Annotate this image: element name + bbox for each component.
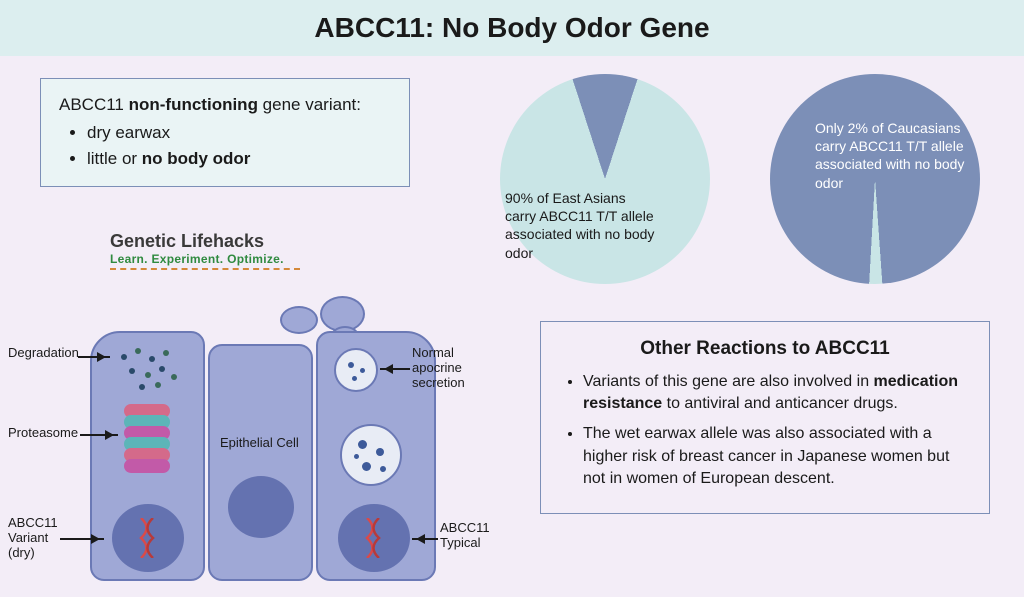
text: ABCC11	[59, 95, 129, 114]
vesicle-blob	[280, 306, 318, 334]
text: little or	[87, 149, 142, 168]
pie-east-asian: 90% of East Asians carry ABCC11 T/T alle…	[500, 74, 710, 284]
arrow-icon	[60, 538, 104, 540]
other-reactions-box: Other Reactions to ABCC11 Variants of th…	[540, 321, 990, 514]
brand-divider	[110, 268, 300, 270]
text: to antiviral and anticancer drugs.	[662, 395, 898, 412]
arrow-icon	[380, 368, 410, 370]
epithelial-cell-middle	[208, 344, 313, 581]
cell-diagram: Degradation Proteasome ABCC11 Variant (d…	[20, 276, 480, 586]
text: Variants of this gene are also involved …	[583, 373, 874, 390]
label-typical: ABCC11 Typical	[440, 521, 490, 551]
box-heading: Other Reactions to ABCC11	[559, 336, 971, 363]
variant-summary-box: ABCC11 non-functioning gene variant: dry…	[40, 78, 410, 187]
label-variant: ABCC11 Variant (dry)	[8, 516, 58, 561]
text-bold: non-functioning	[129, 95, 258, 114]
arrow-icon	[412, 538, 438, 540]
text-bold: no body odor	[142, 149, 251, 168]
secretion-vesicle	[334, 348, 378, 392]
pie-label: Only 2% of Caucasians carry ABCC11 T/T a…	[815, 119, 965, 192]
brand-tagline: Learn. Experiment. Optimize.	[110, 252, 300, 266]
text: dry earwax	[87, 123, 170, 142]
pie-caucasian: Only 2% of Caucasians carry ABCC11 T/T a…	[770, 74, 980, 284]
proteasome-icon	[124, 404, 170, 470]
degradation-particles	[115, 344, 185, 394]
dna-icon	[138, 518, 156, 558]
list-item: little or no body odor	[87, 147, 391, 171]
variant-intro: ABCC11 non-functioning gene variant:	[59, 93, 391, 117]
dna-icon	[364, 518, 382, 558]
list-item: Variants of this gene are also involved …	[583, 371, 971, 416]
label-epithelial: Epithelial Cell	[220, 436, 299, 451]
label-degradation: Degradation	[8, 346, 79, 361]
secretion-vesicle	[340, 424, 402, 486]
arrow-icon	[80, 434, 118, 436]
list-item: The wet earwax allele was also associate…	[583, 423, 971, 490]
reactions-list: Variants of this gene are also involved …	[559, 371, 971, 491]
brand-name: Genetic Lifehacks	[110, 231, 300, 252]
text: gene variant:	[258, 95, 361, 114]
content-area: ABCC11 non-functioning gene variant: dry…	[0, 56, 1024, 597]
pie-label: 90% of East Asians carry ABCC11 T/T alle…	[505, 189, 660, 262]
label-proteasome: Proteasome	[8, 426, 78, 441]
arrow-icon	[78, 356, 110, 358]
variant-bullet-list: dry earwax little or no body odor	[59, 121, 391, 171]
nucleus	[228, 476, 294, 538]
label-secretion: Normal apocrine secretion	[412, 346, 465, 391]
text: The wet earwax allele was also associate…	[583, 425, 949, 487]
title-banner: ABCC11: No Body Odor Gene	[0, 0, 1024, 56]
page-title: ABCC11: No Body Odor Gene	[0, 12, 1024, 44]
list-item: dry earwax	[87, 121, 391, 145]
brand-block: Genetic Lifehacks Learn. Experiment. Opt…	[110, 231, 300, 270]
